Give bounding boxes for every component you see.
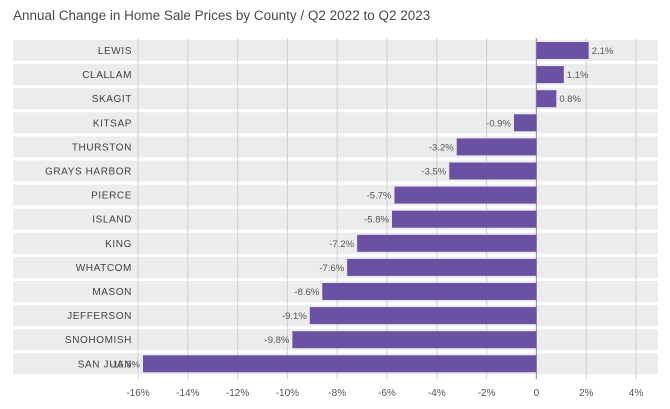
x-tick-label: -8% (328, 388, 346, 399)
bar (309, 307, 537, 325)
category-label: PIERCE (91, 191, 132, 202)
bar (536, 90, 557, 108)
x-tick-label: 0 (534, 388, 540, 399)
x-tick-label: -12% (226, 388, 249, 399)
data-label: -5.8% (364, 215, 389, 226)
data-label: -9.8% (265, 335, 290, 346)
category-label: KITSAP (93, 118, 132, 129)
data-label: -3.5% (421, 167, 446, 178)
bar (347, 258, 537, 276)
category-label: THURSTON (72, 142, 132, 153)
bar (322, 283, 537, 300)
data-label: -3.2% (429, 142, 454, 153)
row-band (13, 40, 658, 61)
data-label: -9.1% (282, 311, 307, 322)
bar (391, 210, 537, 228)
data-label: -7.6% (319, 263, 344, 274)
x-tick-label: -10% (276, 388, 299, 399)
category-label: CLALLAM (82, 70, 132, 81)
bar (292, 331, 537, 349)
bar (513, 114, 537, 132)
category-label: SKAGIT (92, 94, 132, 105)
row-band (13, 112, 658, 134)
x-tick-label: -2% (478, 388, 496, 399)
bar (142, 355, 537, 373)
category-label: SNOHOMISH (65, 335, 132, 346)
data-label: -15.8% (110, 359, 141, 370)
bar (456, 138, 537, 156)
category-label: WHATCOM (76, 263, 132, 274)
data-label: 1.1% (567, 70, 589, 81)
x-tick-label: 4% (629, 388, 644, 399)
data-label: -7.2% (329, 239, 354, 250)
x-tick-label: -4% (428, 388, 446, 399)
x-tick-label: -6% (378, 388, 396, 399)
row-band (13, 88, 658, 110)
chart-title: Annual Change in Home Sale Prices by Cou… (13, 8, 431, 23)
data-label: 0.8% (559, 94, 581, 105)
category-label: MASON (92, 287, 132, 298)
category-label: KING (105, 239, 132, 250)
data-label: -8.6% (294, 287, 319, 298)
category-label: SAN JUAN (78, 359, 132, 370)
category-label: ISLAND (92, 215, 132, 226)
x-tick-label: -14% (176, 388, 199, 399)
category-label: JEFFERSON (67, 311, 132, 322)
row-band (13, 64, 658, 86)
data-label: 2.1% (592, 46, 614, 57)
data-label: -5.7% (367, 191, 392, 202)
bar (394, 186, 537, 204)
bar (357, 234, 537, 252)
category-label: GRAYS HARBOR (45, 167, 132, 178)
data-label: -0.9% (486, 118, 511, 129)
bar (536, 42, 589, 59)
bar (536, 66, 564, 84)
bar (449, 162, 537, 180)
x-tick-label: -16% (126, 388, 149, 399)
x-tick-label: 2% (579, 388, 594, 399)
category-label: LEWIS (98, 46, 132, 57)
